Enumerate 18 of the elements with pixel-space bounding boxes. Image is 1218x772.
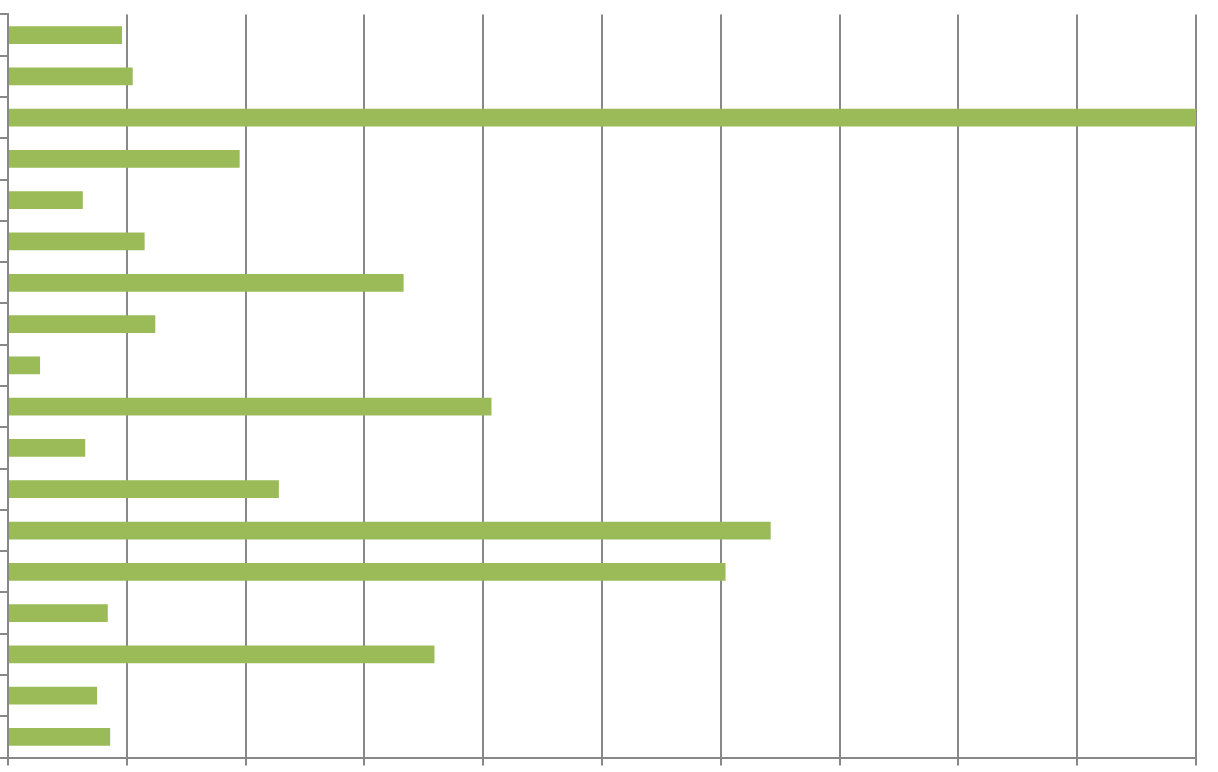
bar [9, 728, 111, 746]
bar [9, 356, 41, 375]
bar [9, 521, 771, 540]
bar [9, 315, 156, 333]
bar [9, 108, 1196, 127]
bar [9, 562, 726, 581]
bar [9, 480, 279, 499]
bar [9, 439, 86, 457]
bar [9, 232, 145, 251]
bar [9, 26, 123, 44]
bar [9, 645, 435, 664]
bar [9, 191, 83, 210]
bar [9, 273, 404, 292]
bar [9, 397, 492, 416]
bar [9, 67, 133, 86]
bar [9, 686, 98, 705]
bar [9, 150, 240, 168]
bar [9, 604, 108, 622]
